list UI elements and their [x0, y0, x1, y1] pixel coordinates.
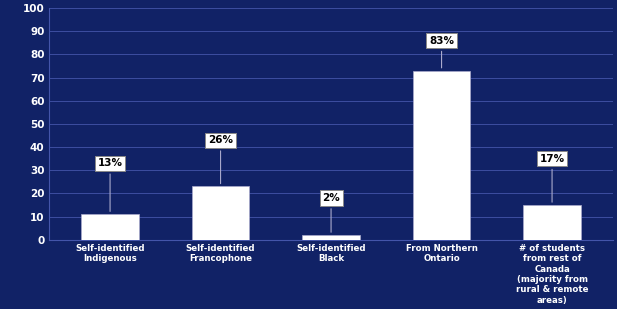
Text: 26%: 26%: [208, 135, 233, 184]
Bar: [81, 214, 139, 240]
Text: 2%: 2%: [322, 193, 340, 232]
Bar: [302, 235, 360, 240]
Bar: [523, 205, 581, 240]
Bar: [413, 71, 470, 240]
Text: 13%: 13%: [97, 158, 123, 211]
Text: 83%: 83%: [429, 36, 454, 68]
Text: 17%: 17%: [539, 154, 565, 202]
Bar: [192, 186, 249, 240]
